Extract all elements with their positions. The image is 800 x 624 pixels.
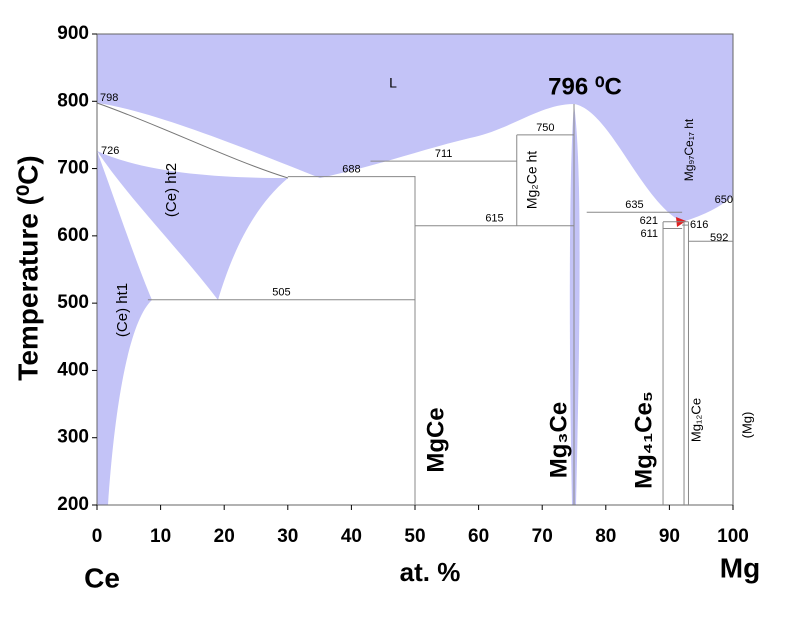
y-tick-label: 700 bbox=[57, 158, 89, 179]
compound-label: Mg₃Ce bbox=[545, 402, 572, 478]
x-tick-label: 100 bbox=[717, 526, 749, 547]
peak-label: 796 ⁰C bbox=[548, 73, 622, 100]
x-tick-label: 60 bbox=[468, 526, 489, 547]
isotherm-label: 711 bbox=[435, 148, 453, 160]
phase-label: Mg₂Ce ht bbox=[524, 151, 540, 209]
y-tick-label: 200 bbox=[57, 494, 89, 515]
y-tick-label: 800 bbox=[57, 90, 89, 111]
isotherm-label: 616 bbox=[690, 219, 708, 231]
region bbox=[97, 151, 288, 300]
x-tick-label: 80 bbox=[595, 526, 616, 547]
isotherm-label: 688 bbox=[342, 164, 360, 176]
y-tick-label: 600 bbox=[57, 225, 89, 246]
region bbox=[97, 34, 733, 222]
phase-label: (Mg) bbox=[739, 412, 754, 439]
x-tick-label: 10 bbox=[150, 526, 171, 547]
y-tick-label: 500 bbox=[57, 292, 89, 313]
x-tick-label: 0 bbox=[92, 526, 103, 547]
compound-label: MgCe bbox=[422, 407, 449, 472]
x-tick-label: 70 bbox=[532, 526, 553, 547]
isotherm-label: 592 bbox=[710, 232, 728, 244]
y-tick-label: 900 bbox=[57, 23, 89, 44]
phase-label: (Ce) ht2 bbox=[163, 163, 180, 217]
isotherm-label: 798 bbox=[100, 92, 118, 104]
right-element: Mg bbox=[720, 552, 760, 583]
x-tick-label: 50 bbox=[404, 526, 425, 547]
x-tick-label: 20 bbox=[214, 526, 235, 547]
phase-label: Mg₉₇Ce₁₇ ht bbox=[682, 118, 696, 181]
isotherm-label: 505 bbox=[272, 287, 290, 299]
region bbox=[97, 151, 152, 505]
region bbox=[569, 104, 580, 505]
isotherm-label: 621 bbox=[640, 215, 658, 227]
x-tick-label: 90 bbox=[659, 526, 680, 547]
isotherm-label: 726 bbox=[101, 145, 119, 157]
compound-label: Mg₁₂Ce bbox=[688, 398, 703, 442]
isotherm-label: 635 bbox=[625, 199, 643, 211]
isotherm-label: 650 bbox=[715, 194, 733, 206]
solidus bbox=[96, 102, 289, 179]
isotherm-label: 750 bbox=[536, 122, 554, 134]
x-axis-label: at. % bbox=[400, 557, 461, 587]
y-axis-label: Temperature (⁰C) bbox=[12, 155, 43, 380]
phase-label: L bbox=[389, 75, 397, 91]
y-tick-label: 300 bbox=[57, 427, 89, 448]
phase-label: (Ce) ht1 bbox=[114, 283, 131, 337]
isotherm-label: 615 bbox=[485, 213, 503, 225]
isotherm-label: 611 bbox=[640, 228, 658, 240]
x-tick-label: 40 bbox=[341, 526, 362, 547]
y-tick-label: 400 bbox=[57, 359, 89, 380]
x-tick-label: 30 bbox=[277, 526, 298, 547]
compound-label: Mg₄₁Ce₅ bbox=[630, 391, 657, 489]
phase-regions bbox=[97, 34, 733, 505]
left-element: Ce bbox=[84, 562, 120, 593]
